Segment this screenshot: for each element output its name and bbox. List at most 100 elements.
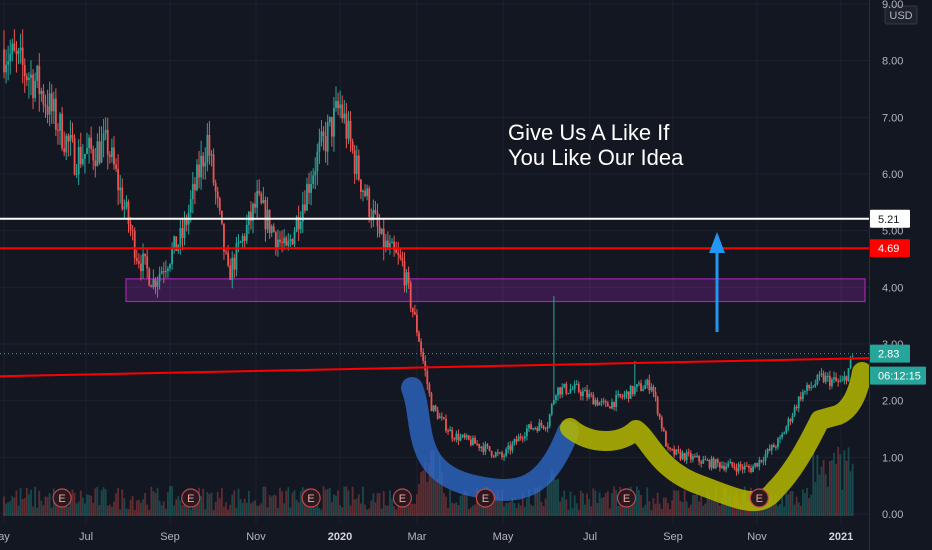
candle-body: [733, 465, 736, 468]
currency-badge[interactable]: [884, 5, 918, 25]
candle-body: [428, 384, 431, 394]
volume-bar: [662, 497, 665, 516]
volume-bar: [677, 490, 680, 516]
candle-body: [735, 467, 738, 472]
volume-bar: [467, 509, 470, 516]
volume-bar: [384, 505, 387, 516]
candle-body: [777, 438, 779, 448]
candle-body: [48, 93, 51, 115]
candle-body: [436, 410, 439, 419]
candle-body: [799, 396, 802, 400]
candle-body: [631, 385, 634, 395]
volume-bar: [189, 509, 192, 516]
candle-body: [712, 458, 715, 469]
volume-bar: [177, 496, 180, 516]
volume-bar: [594, 490, 597, 516]
candle-body: [515, 439, 518, 442]
volume-bar: [106, 505, 109, 516]
candle-body: [287, 240, 290, 246]
volume-bar: [548, 478, 551, 516]
candle-body: [75, 173, 78, 175]
time-tick-label: ay: [0, 531, 10, 543]
time-axis[interactable]: ay Jul Sep Nov 2020 Mar May Jul Sep Nov 2021: [0, 531, 853, 543]
volume-bar: [140, 502, 142, 516]
price-axis[interactable]: USD 9.008.007.006.005.004.003.002.001.00…: [869, 0, 918, 550]
candle-body: [167, 268, 169, 271]
volume-bar: [152, 490, 155, 516]
volume-bar: [718, 505, 721, 516]
candle-body: [54, 98, 57, 130]
volume-bar: [285, 490, 288, 516]
candle-body: [349, 120, 352, 142]
candle-body: [822, 373, 825, 382]
volume-bar: [167, 492, 169, 516]
candle-body: [534, 428, 537, 430]
volume-bar: [256, 505, 259, 516]
candle-body: [198, 164, 200, 178]
candle-body: [61, 113, 63, 149]
candle-body: [347, 120, 350, 139]
volume-bar: [218, 498, 221, 516]
volume-bar: [681, 502, 684, 516]
volume-bar: [84, 503, 86, 516]
candle-body: [795, 406, 798, 409]
volume-bar: [575, 503, 578, 516]
time-tick-label: Mar: [408, 531, 427, 543]
candle-body: [316, 151, 319, 172]
candle-body: [200, 155, 203, 178]
time-tick-label: Jul: [583, 531, 597, 543]
volume-bar: [250, 503, 252, 516]
volume-bar: [526, 498, 528, 516]
volume-bar: [129, 499, 132, 516]
candle-body: [723, 465, 725, 470]
candle-body: [335, 101, 337, 109]
candle-body: [277, 239, 279, 248]
candle-body: [725, 466, 727, 470]
candle-body: [36, 65, 39, 81]
drawings: [401, 232, 872, 512]
candle-body: [523, 436, 526, 439]
candle-body: [250, 211, 252, 221]
volume-bar: [712, 500, 715, 516]
volume-bar: [465, 491, 468, 516]
volume-bar: [824, 474, 827, 516]
candle-body: [401, 257, 404, 262]
candle-body: [660, 417, 663, 429]
volume-bar: [299, 491, 302, 516]
candle-body: [617, 393, 620, 395]
volume-bar: [561, 496, 564, 516]
volume-bar: [314, 507, 317, 516]
volume-bar: [378, 492, 381, 516]
earnings-marker-label: E: [307, 493, 314, 505]
earnings-marker: [52, 488, 72, 508]
volume-bar: [584, 504, 586, 516]
volume-bar: [160, 505, 163, 516]
volume-bar: [638, 490, 640, 516]
candle-body: [652, 386, 655, 392]
volume-bar: [521, 492, 524, 516]
volume-bar: [380, 508, 383, 516]
volume-bar: [235, 507, 238, 516]
volume-bar: [386, 505, 389, 516]
candle-body: [194, 184, 196, 191]
candle-body: [301, 204, 304, 222]
earnings-marker-label: E: [58, 493, 65, 505]
volume-bar: [127, 509, 130, 516]
volume-bar: [540, 501, 543, 516]
candle-body: [98, 141, 101, 163]
volume-bar: [828, 461, 831, 516]
volume-bar: [428, 463, 431, 516]
candle-body: [754, 462, 757, 467]
candle-body: [528, 424, 530, 429]
candle-body: [189, 199, 192, 213]
volume-bar: [679, 500, 682, 516]
volume-bar: [270, 496, 273, 516]
candle-body: [621, 396, 624, 398]
candle-body: [490, 450, 493, 456]
volume-bar: [368, 508, 371, 516]
volume-bar: [28, 494, 30, 516]
candle-body: [131, 229, 134, 231]
volume-bar: [590, 506, 593, 516]
candle-body: [258, 191, 261, 194]
